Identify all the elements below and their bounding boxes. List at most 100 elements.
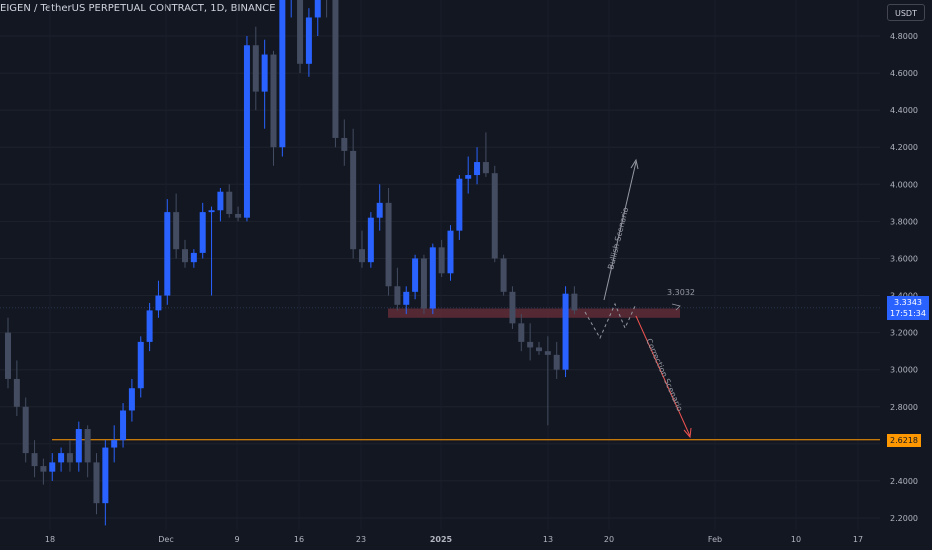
candle-body	[562, 293, 569, 370]
candle-body	[438, 247, 445, 274]
bullish-scenario-label: Bullish Scenario	[606, 206, 630, 270]
candle-body	[350, 150, 357, 250]
candle-body	[403, 291, 410, 305]
bullish-arrowhead	[630, 158, 639, 170]
x-axis: 18 Dec 9 16 23 2025 13 20 Feb 10 17	[45, 535, 863, 544]
candle-body	[208, 210, 215, 213]
candle-body	[474, 162, 481, 176]
zone-price-label: 3.3032	[667, 288, 695, 297]
x-tick-label: Dec	[158, 535, 173, 544]
candle-body	[429, 247, 436, 309]
candle-body	[120, 410, 127, 441]
candle-body	[297, 0, 304, 64]
candle-body	[341, 137, 348, 151]
candle-body	[226, 191, 233, 214]
candle-body	[376, 202, 383, 218]
candle-body	[111, 440, 118, 448]
candle-body	[518, 323, 525, 342]
currency-button[interactable]: USDT	[887, 4, 925, 21]
candle-body	[128, 388, 135, 411]
x-tick-label: Feb	[708, 535, 722, 544]
x-tick-label: 10	[791, 535, 801, 544]
candle-body	[190, 252, 197, 263]
candle-body	[544, 351, 551, 355]
grid	[0, 35, 880, 519]
y-tick-label: 2.4000	[890, 477, 918, 486]
candle-body	[412, 258, 419, 292]
candle-body	[93, 462, 100, 504]
candle-body	[199, 212, 206, 253]
candle-body	[217, 191, 224, 211]
x-tick-label: 20	[604, 535, 614, 544]
candle-body	[31, 453, 38, 467]
y-tick-label: 2.8000	[890, 403, 918, 412]
y-tick-label: 4.6000	[890, 69, 918, 78]
candle-body	[447, 230, 454, 274]
countdown: 17:51:34	[890, 308, 926, 318]
correction-arrow	[635, 315, 691, 437]
candle-body	[553, 354, 560, 370]
candle-body	[146, 310, 153, 342]
correction-arrowhead	[683, 427, 692, 439]
candle-body	[137, 341, 144, 389]
x-tick-label: 23	[356, 535, 366, 544]
x-tick-label: 13	[543, 535, 553, 544]
candle-body	[40, 466, 47, 472]
candle-body	[182, 249, 188, 263]
candle-body	[305, 17, 312, 64]
candle-body	[527, 341, 534, 348]
chart-title: EIGEN / TetherUS PERPETUAL CONTRACT, 1D,…	[0, 3, 276, 14]
candle-body	[5, 332, 11, 379]
y-tick-label: 4.8000	[890, 32, 918, 41]
candle-body	[420, 258, 427, 309]
candle-body	[102, 447, 109, 504]
scenario-paths	[584, 158, 692, 439]
candle-body	[500, 258, 507, 292]
candle-body	[235, 213, 242, 218]
y-tick-label: 4.4000	[890, 106, 918, 115]
candle-body	[332, 0, 339, 138]
y-tick-label: 3.0000	[890, 366, 918, 375]
y-tick-label: 3.2000	[890, 329, 918, 338]
bullish-arrow	[603, 161, 637, 301]
candle-body	[243, 45, 250, 218]
zone-pointer	[671, 303, 681, 311]
x-tick-label: 17	[853, 535, 863, 544]
candle-body	[173, 212, 180, 250]
candle-body	[84, 429, 91, 463]
candle-body	[536, 347, 542, 352]
candle-body	[465, 175, 472, 179]
y-tick-label: 4.2000	[890, 143, 918, 152]
candle-body	[252, 45, 259, 92]
candle-body	[270, 54, 277, 148]
support-price-tag: 2.6218	[887, 433, 921, 447]
y-axis: 4.8000 4.6000 4.4000 4.2000 4.0000 3.8000 3.60…	[890, 32, 918, 523]
candle-body	[279, 0, 286, 148]
candle-body	[58, 453, 65, 463]
projected-zigzag	[584, 302, 637, 340]
candle-body	[367, 217, 374, 263]
candle-body	[571, 293, 578, 311]
x-tick-label: 18	[45, 535, 55, 544]
x-tick-label: 2025	[430, 535, 453, 544]
support-resistance-zone	[388, 308, 680, 318]
y-tick-label: 3.6000	[890, 254, 918, 263]
candle-body	[261, 54, 268, 92]
candles	[5, 0, 578, 526]
candle-body	[385, 202, 392, 287]
candle-body	[394, 286, 401, 305]
y-tick-label: 3.8000	[890, 217, 918, 226]
x-tick-label: 16	[294, 535, 304, 544]
correction-scenario-label: Correction Scenario	[644, 337, 684, 413]
candle-body	[66, 453, 73, 463]
candle-body	[359, 249, 365, 263]
y-tick-label: 4.0000	[890, 180, 918, 189]
candle-body	[155, 295, 162, 311]
candle-body	[491, 173, 498, 259]
candle-body	[314, 0, 321, 18]
candle-body	[164, 212, 171, 296]
candle-body	[456, 178, 463, 231]
current-price-value: 3.3343	[894, 297, 922, 307]
candle-body	[75, 429, 82, 463]
